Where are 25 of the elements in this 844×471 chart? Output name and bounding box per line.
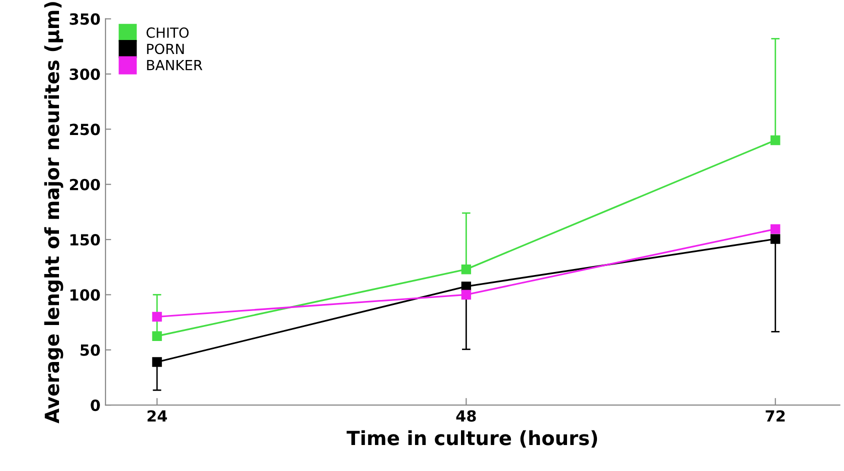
point (770, 224, 780, 234)
point (770, 234, 780, 244)
legend-label: CHITO (146, 27, 189, 38)
x-tick-label: 72 (766, 410, 785, 422)
y-tick-label: 300 (70, 68, 100, 80)
y-tick-label: 350 (70, 13, 100, 25)
x-axis-title: Time in culture (hours) (346, 430, 598, 448)
y-tick-label: 0 (90, 400, 100, 412)
point (152, 312, 162, 322)
y-tick-label: 150 (70, 234, 100, 246)
x-tick-label: 48 (456, 410, 476, 422)
point (152, 331, 162, 341)
y-tick-label: 50 (80, 344, 100, 356)
legend-label: PORN (147, 44, 184, 54)
y-axis-title: Average lenght of major neurites (µm) (44, 2, 64, 424)
point (461, 264, 472, 274)
point (152, 357, 162, 367)
x-tick-label: 24 (148, 410, 167, 422)
point (461, 282, 472, 292)
point (770, 135, 780, 146)
y-tick-label: 200 (70, 178, 100, 190)
y-tick-label: 100 (70, 289, 100, 301)
point (461, 290, 472, 300)
legend-label: BANKER (147, 60, 202, 70)
y-tick-label: 250 (70, 124, 100, 136)
